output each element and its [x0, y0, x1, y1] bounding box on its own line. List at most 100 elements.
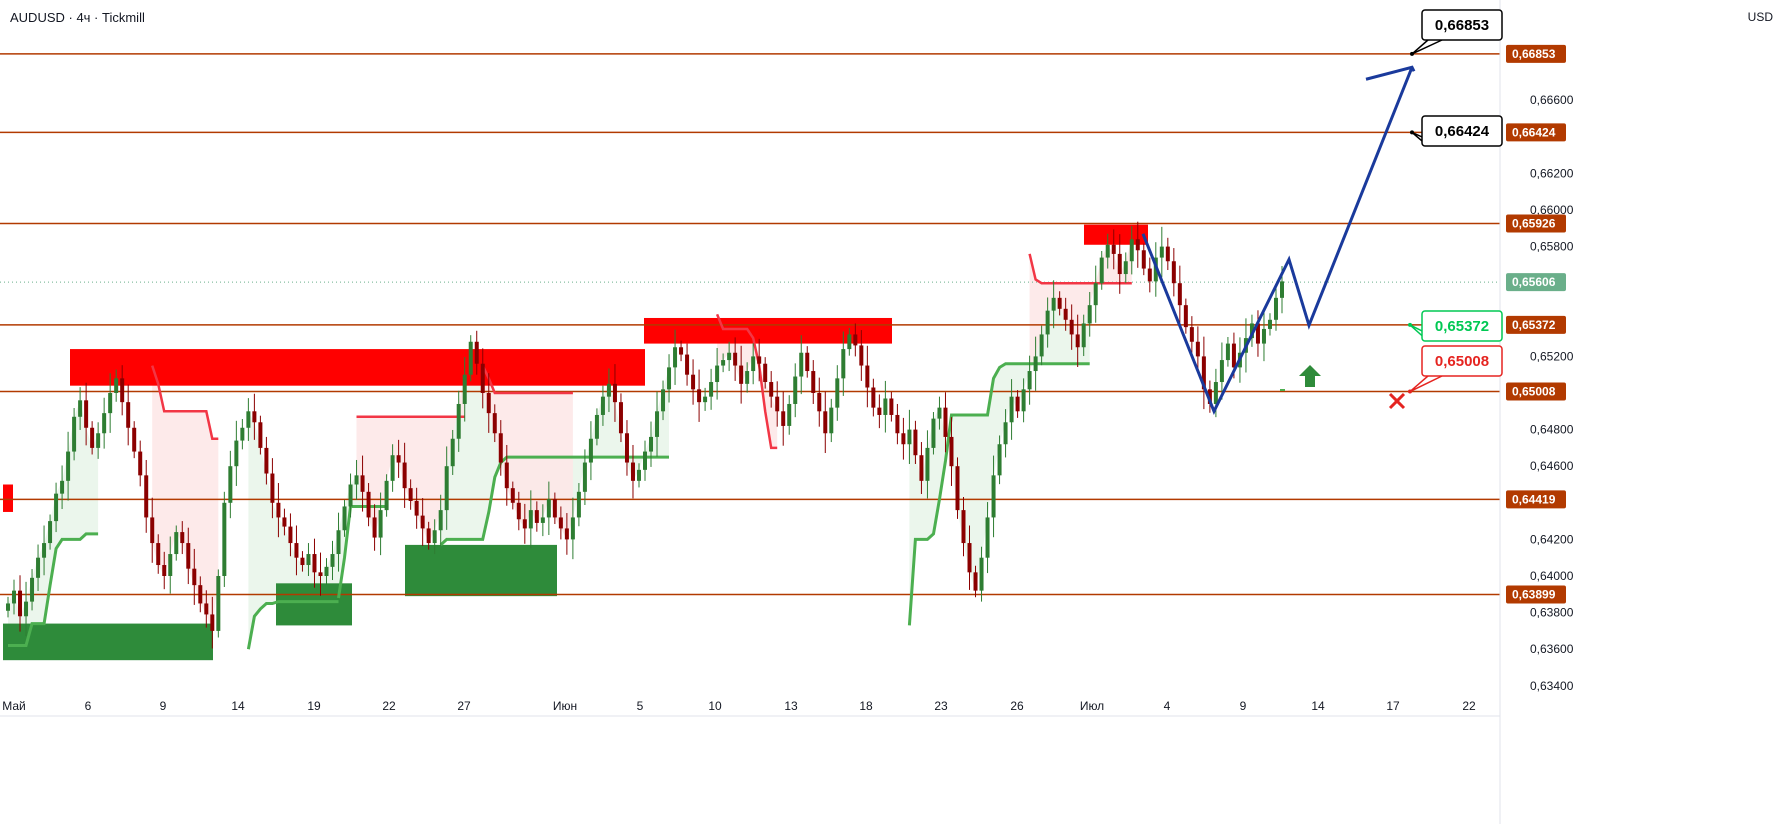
level-tag	[1506, 44, 1566, 63]
candle	[144, 459, 149, 533]
candle-body	[937, 407, 942, 419]
callout-pointer	[1409, 375, 1443, 393]
candle-body	[799, 352, 804, 377]
y-tick-label: 0,65800	[1530, 240, 1574, 254]
candle-body	[877, 407, 882, 415]
candle	[54, 482, 59, 533]
candle	[871, 378, 876, 417]
candle	[781, 391, 786, 446]
candle-body	[258, 422, 263, 448]
currency-label[interactable]: USD	[1747, 10, 1773, 24]
candle	[42, 525, 47, 576]
candle	[432, 519, 437, 555]
candle	[48, 514, 53, 550]
candle-body	[1267, 319, 1272, 329]
candle-body	[1171, 261, 1176, 284]
candle-body	[1015, 396, 1020, 412]
candle	[60, 465, 65, 510]
callout-label: 0,65372	[1435, 318, 1489, 335]
candle	[1009, 379, 1014, 440]
candle-body	[841, 349, 846, 379]
candle	[522, 503, 527, 544]
candle-body	[426, 528, 431, 544]
candle-body	[234, 440, 239, 467]
candle-body	[618, 402, 623, 434]
candle	[294, 525, 299, 576]
candle	[1075, 314, 1080, 368]
current-price-tag	[1506, 273, 1566, 292]
candle	[673, 329, 678, 385]
candle-body	[222, 502, 227, 576]
candle	[1273, 286, 1278, 331]
level-tag-label: 0,64419	[1512, 492, 1556, 506]
candle-body	[1045, 310, 1050, 335]
candle-body	[636, 469, 641, 481]
candle	[378, 492, 383, 556]
candle-body	[126, 402, 131, 428]
candle	[817, 377, 822, 427]
level-tag	[1506, 585, 1566, 604]
candle	[612, 364, 617, 422]
candle-body	[1177, 283, 1182, 306]
candle	[234, 420, 239, 486]
candle	[655, 391, 660, 457]
symbol-header[interactable]: AUDUSD · 4ч · Tickmill	[10, 10, 145, 25]
candle	[624, 420, 629, 476]
candle	[1159, 226, 1164, 278]
candle-body	[12, 590, 17, 604]
candle-body	[186, 543, 191, 569]
candle-body	[150, 517, 155, 544]
candle	[787, 395, 792, 435]
supertrend-down	[151, 365, 219, 441]
up-arrow-shape	[1299, 365, 1321, 387]
candle-body	[198, 585, 203, 604]
candle	[961, 496, 966, 557]
candle	[1219, 342, 1224, 400]
demand-zone	[405, 544, 557, 597]
level-tag	[1506, 315, 1566, 334]
candle	[1111, 229, 1116, 270]
candle	[618, 393, 623, 443]
candle	[1033, 336, 1038, 391]
candle-body	[1063, 308, 1068, 320]
candle	[829, 398, 834, 443]
candle-body	[811, 371, 816, 393]
candle-body	[1111, 244, 1116, 254]
candle-body	[528, 510, 533, 529]
candle	[402, 442, 407, 508]
forecast-line	[1141, 66, 1414, 415]
candle-body	[522, 519, 527, 529]
candle	[1147, 257, 1152, 293]
candle	[1171, 248, 1176, 297]
candle	[937, 396, 942, 430]
candle	[799, 335, 804, 395]
candle	[991, 455, 996, 538]
candle-body	[1003, 422, 1008, 445]
candle-body	[655, 411, 660, 437]
candle	[691, 359, 696, 405]
candle-body	[294, 543, 299, 558]
candle-body	[1219, 360, 1224, 383]
callout-box	[1421, 9, 1503, 41]
candle-body	[835, 378, 840, 408]
candle-body	[1093, 283, 1098, 306]
x-tick-label: 22	[1462, 699, 1476, 713]
level-tag	[1506, 490, 1566, 509]
candle-body	[679, 347, 684, 355]
level-tag-label: 0,65926	[1512, 217, 1556, 231]
callout-pointer	[1411, 39, 1443, 55]
candle	[444, 446, 449, 530]
candle-body	[871, 387, 876, 408]
candle-body	[1165, 246, 1170, 262]
candle-body	[468, 341, 473, 375]
candle	[456, 390, 461, 452]
candle	[889, 391, 894, 422]
candle-body	[378, 510, 383, 538]
candle	[198, 576, 203, 613]
y-tick-label: 0,66000	[1530, 203, 1574, 217]
candle-body	[793, 376, 798, 404]
candle-body	[24, 601, 29, 617]
candle-body	[715, 365, 720, 383]
candle-body	[991, 475, 996, 518]
